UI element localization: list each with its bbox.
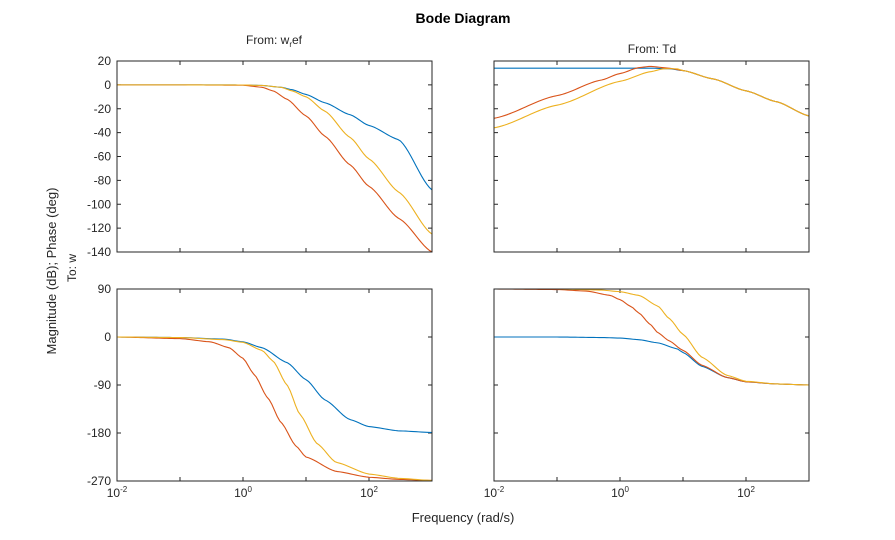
axes-frame — [116, 60, 433, 253]
series-line-2 — [117, 336, 432, 481]
x-tick-label: 102 — [737, 485, 755, 500]
axes-frame — [493, 60, 810, 253]
series-line-3 — [494, 289, 809, 386]
panel-mag-wref: 20 0 -20 -40 -60 -80 -100 -120 -140 — [87, 54, 433, 259]
y-tick-label: 20 — [98, 54, 112, 68]
x-tick-label: 100 — [611, 485, 629, 500]
chart-title: Bode Diagram — [416, 10, 511, 26]
y-tick-label: -80 — [94, 173, 112, 187]
series-line-3 — [494, 68, 809, 129]
series-line-3 — [117, 84, 432, 235]
panel-mag-td — [493, 60, 810, 253]
x-tick-label: 100 — [234, 485, 252, 500]
x-axis-label: Frequency (rad/s) — [412, 510, 515, 525]
y-tick-label: 90 — [98, 282, 112, 296]
y-tick-label: -120 — [87, 221, 111, 235]
axes-frame — [493, 288, 810, 482]
x-tick-label: 102 — [360, 485, 378, 500]
x-tick-label: 10-2 — [107, 485, 128, 500]
y-axis-label: Magnitude (dB); Phase (deg) — [44, 188, 59, 355]
y-tick-label: -140 — [87, 245, 111, 259]
axes-frame — [116, 288, 433, 482]
x-tick-label: 10-2 — [484, 485, 505, 500]
y-tick-label: -180 — [87, 426, 111, 440]
y-tick-label: 0 — [104, 78, 111, 92]
column-title-td: From: Td — [628, 42, 676, 56]
y-tick-label: -90 — [94, 378, 112, 392]
y-tick-label: -20 — [94, 102, 112, 116]
y-tick-label: -60 — [94, 150, 112, 164]
y-tick-label: -270 — [87, 474, 111, 488]
column-title-wref: From: wref — [246, 33, 303, 49]
y-tick-label: 0 — [104, 330, 111, 344]
panel-phase-td: 10-2 100 102 — [484, 288, 810, 500]
y-tick-label: -40 — [94, 126, 112, 140]
series-line-3 — [117, 336, 432, 481]
output-label: To: w — [65, 254, 79, 282]
y-tick-label: -100 — [87, 197, 111, 211]
